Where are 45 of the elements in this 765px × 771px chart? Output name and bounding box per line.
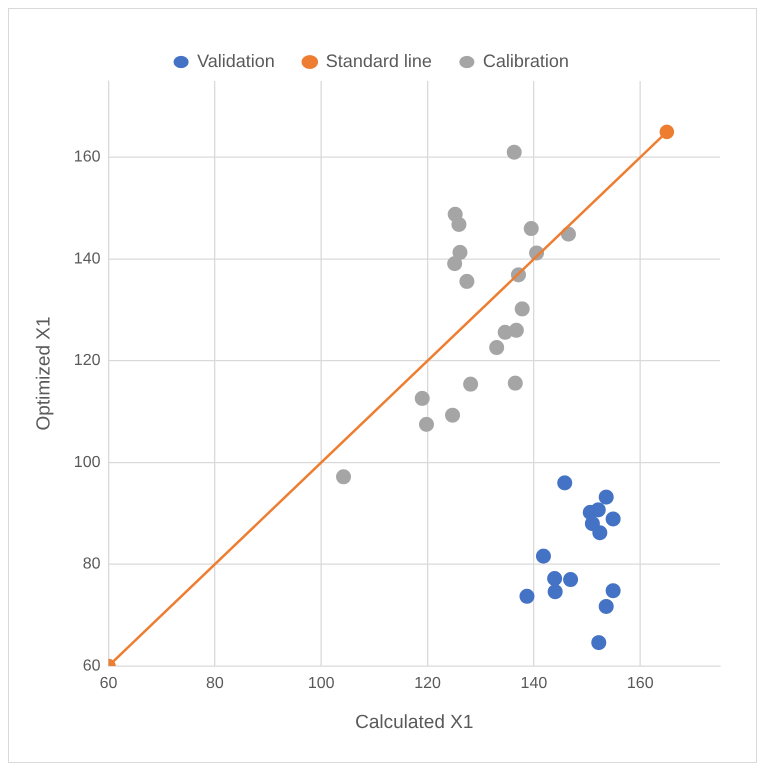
x-tick-label: 60: [100, 675, 118, 692]
x-tick-label: 140: [520, 675, 548, 692]
x-tick-label: 80: [206, 675, 224, 692]
point: [418, 416, 434, 432]
point: [506, 144, 522, 160]
point: [508, 376, 523, 391]
point: [592, 525, 608, 540]
point: [336, 469, 352, 484]
x-tick-label: 160: [626, 675, 654, 692]
legend-label: Standard line: [326, 50, 432, 71]
y-tick-label: 140: [74, 250, 101, 268]
point: [660, 124, 674, 140]
legend-label: Calibration: [482, 50, 569, 71]
point: [459, 274, 474, 289]
y-tick-label: 80: [82, 556, 101, 573]
y-axis-title: Optimized X1: [34, 316, 55, 431]
point: [606, 511, 621, 526]
point: [547, 571, 562, 586]
point: [498, 324, 513, 340]
point: [519, 588, 534, 604]
point: [451, 216, 466, 232]
x-tick-label: 100: [308, 675, 335, 692]
y-tick-label: 60: [82, 657, 101, 674]
point: [536, 548, 551, 564]
y-tick-label: 160: [74, 148, 101, 166]
x-axis-title: Calculated X1: [355, 712, 474, 733]
point: [591, 635, 606, 650]
x-tick-label: 120: [414, 675, 441, 692]
point: [548, 584, 563, 600]
y-tick-label: 100: [74, 454, 101, 471]
point: [463, 376, 478, 392]
y-tick-label: 120: [74, 352, 101, 370]
point: [524, 221, 539, 236]
point: [514, 301, 530, 316]
point: [445, 408, 460, 423]
point: [414, 390, 430, 406]
legend-label: Validation: [197, 50, 275, 71]
point: [606, 583, 621, 598]
point: [489, 340, 504, 356]
point: [447, 256, 462, 272]
point: [598, 598, 614, 614]
point: [598, 490, 614, 505]
point: [563, 572, 578, 588]
point: [557, 475, 572, 490]
point: [452, 244, 468, 260]
